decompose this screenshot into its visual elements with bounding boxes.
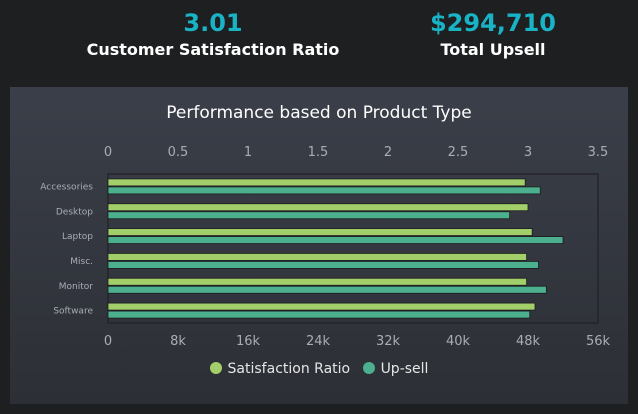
legend-label: Up-sell: [380, 361, 429, 377]
bar-upsell: [107, 261, 539, 269]
bar-satisfaction: [107, 178, 526, 187]
kpi-label: Total Upsell: [440, 40, 546, 59]
bottom-axis-tick-label: 8k: [170, 334, 186, 349]
category-label: Accessories: [40, 182, 93, 192]
category-label: Monitor: [59, 282, 94, 292]
bar-satisfaction: [107, 203, 529, 212]
legend-dot-icon: [209, 362, 222, 374]
bottom-axis-tick-label: 24k: [306, 334, 331, 349]
bottom-axis-tick-label: 32k: [376, 334, 401, 349]
top-axis-tick-label: 2.5: [448, 145, 469, 160]
top-axis-tick-label: 1.5: [308, 145, 329, 160]
bar-upsell: [107, 211, 511, 220]
bar-upsell: [107, 310, 531, 319]
plot-frame: [107, 173, 599, 324]
bottom-axis-tick-label: 40k: [446, 334, 471, 349]
category-label: Laptop: [62, 232, 93, 242]
chart-legend: Satisfaction Ratio Up-sell: [10, 361, 628, 377]
bar-upsell: [107, 236, 564, 244]
kpi-row: 3.01 Customer Satisfaction Ratio $294,71…: [0, 0, 638, 80]
kpi-label: Customer Satisfaction Ratio: [86, 40, 340, 59]
bar-upsell: [107, 285, 547, 294]
category-label: Software: [53, 307, 93, 317]
bar-satisfaction: [107, 253, 528, 261]
bottom-axis-tick-label: 16k: [236, 334, 261, 349]
legend-dot-icon: [362, 362, 375, 374]
top-axis-tick-label: 1: [244, 145, 252, 160]
bottom-axis-tick-label: 48k: [516, 334, 541, 349]
top-axis-tick-label: 0: [104, 145, 112, 160]
top-axis-tick-label: 3.5: [588, 145, 609, 160]
legend-label: Satisfaction Ratio: [227, 361, 351, 377]
bar-chart: 0 0.5 1 1.5 2 2.5 3 3.5 0 8k 16k 24k 32k 40k 48k 56k Acc…: [40, 145, 611, 349]
kpi-upsell: $294,710 Total Upsell: [343, 8, 638, 62]
chart-panel: 0 0.5 1 1.5 2 2.5 3 3.5 0 8k 16k 24k 32k 40k 48k 56k Acc…: [10, 87, 628, 404]
bar-satisfaction: [107, 277, 528, 286]
bottom-axis-tick-label: 56k: [586, 334, 611, 349]
bar-upsell: [107, 186, 541, 195]
bar-satisfaction: [107, 302, 536, 311]
chart-title: Performance based on Product Type: [166, 103, 472, 123]
legend-item-satisfaction[interactable]: Satisfaction Ratio: [209, 361, 351, 377]
top-axis-tick-label: 0.5: [168, 145, 189, 160]
category-label: Desktop: [56, 207, 93, 217]
bar-satisfaction: [107, 228, 533, 236]
top-axis-tick-label: 3: [524, 145, 532, 160]
bottom-axis-tick-label: 0: [104, 334, 112, 349]
category-label: Misc.: [70, 257, 93, 267]
kpi-value: $294,710: [429, 9, 556, 37]
kpi-satisfaction: 3.01 Customer Satisfaction Ratio: [63, 8, 363, 62]
kpi-value: 3.01: [183, 9, 243, 37]
legend-item-upsell[interactable]: Up-sell: [362, 361, 429, 377]
top-axis-tick-label: 2: [384, 145, 392, 160]
